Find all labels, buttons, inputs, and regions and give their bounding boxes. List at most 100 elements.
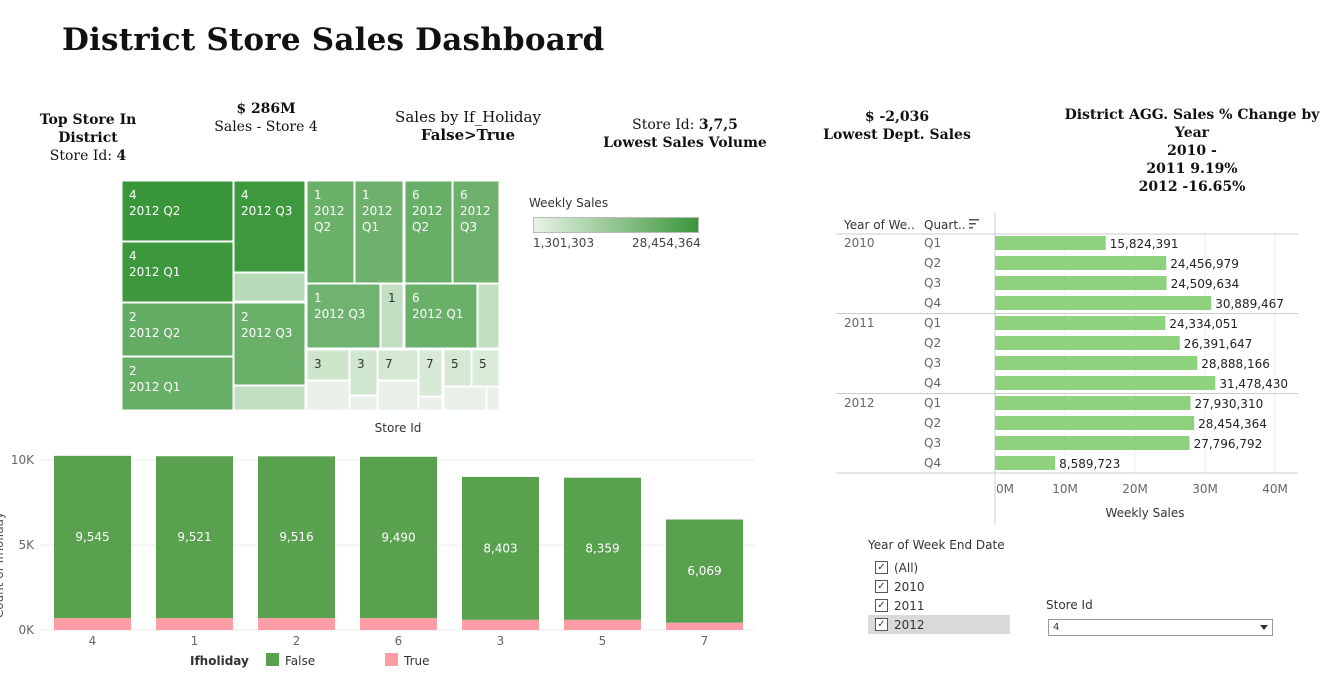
treemap-cell[interactable] — [477, 283, 500, 349]
bar[interactable] — [995, 296, 1212, 310]
treemap-cell[interactable] — [121, 241, 234, 303]
kpi-sales: $ 286M Sales - Store 4 — [196, 100, 336, 136]
bar-false[interactable] — [360, 456, 437, 619]
treemap-cell[interactable] — [349, 395, 378, 411]
bar[interactable] — [995, 356, 1198, 370]
bar[interactable] — [995, 236, 1106, 250]
treemap-cell[interactable] — [306, 180, 355, 284]
treemap-cell[interactable] — [233, 385, 306, 411]
bar-true[interactable] — [462, 619, 539, 630]
treemap-cell[interactable] — [306, 349, 350, 381]
treemap-cell[interactable] — [443, 349, 472, 387]
bar-false[interactable] — [666, 519, 743, 623]
treemap-cell[interactable] — [354, 180, 404, 284]
kpi-low-dept-value: $ -2,036 — [864, 109, 930, 125]
bar[interactable] — [995, 396, 1191, 410]
treemap-cell-label: 4 2012 Q1 — [129, 249, 180, 279]
treemap-cell[interactable] — [418, 396, 443, 411]
quarter-label: Q1 — [924, 316, 941, 330]
treemap-cell-label: 1 2012 Q2 — [314, 188, 345, 234]
bar-true[interactable] — [564, 619, 641, 630]
treemap-cell[interactable] — [121, 302, 234, 357]
kpi-pct-2010: 2010 - — [1167, 143, 1217, 159]
treemap-cell[interactable] — [418, 349, 443, 397]
bar-false[interactable] — [564, 477, 641, 620]
bar[interactable] — [995, 276, 1167, 290]
treemap-cell[interactable] — [377, 380, 419, 411]
checkbox-icon[interactable]: ✓ — [875, 561, 888, 574]
treemap-cell[interactable] — [121, 356, 234, 411]
year-filter-option-label: 2010 — [894, 579, 925, 594]
treemap-cell[interactable] — [404, 283, 478, 349]
y-tick-label: 5K — [18, 538, 35, 552]
treemap-cell[interactable] — [443, 386, 487, 411]
checkbox-icon[interactable]: ✓ — [875, 618, 888, 631]
treemap-cell[interactable] — [452, 180, 500, 284]
year-label: 2011 — [844, 316, 875, 330]
bar-true[interactable] — [666, 622, 743, 630]
sort-icon[interactable] — [969, 219, 979, 221]
bar-false[interactable] — [462, 476, 539, 620]
bar-value-label: 9,490 — [381, 530, 415, 544]
bar[interactable] — [995, 376, 1216, 390]
bar[interactable] — [995, 256, 1167, 270]
quarter-label: Q4 — [924, 456, 941, 470]
kpi-pct-change: District AGG. Sales % Change by Year 201… — [1050, 106, 1334, 196]
bar-value-label: 28,454,364 — [1198, 417, 1267, 431]
treemap-cell-label: 1 2012 Q1 — [362, 188, 393, 234]
treemap-cell[interactable] — [121, 180, 234, 242]
year-filter-option[interactable]: ✓ 2011 — [868, 596, 1010, 615]
treemap-cell[interactable] — [233, 272, 306, 302]
x-tick-label: 4 — [89, 634, 97, 648]
kpi-low-volume-stores: 3,7,5 — [698, 117, 738, 133]
bar[interactable] — [995, 336, 1180, 350]
bar-true[interactable] — [156, 618, 233, 630]
treemap-cell[interactable] — [471, 349, 500, 387]
kpi-pct-2012: 2012 -16.65% — [1138, 179, 1246, 195]
sort-icon[interactable] — [969, 227, 973, 229]
treemap-cell[interactable] — [404, 180, 453, 284]
x-tick-label: 6 — [395, 634, 403, 648]
x-tick-label: 2 — [293, 634, 301, 648]
treemap-cell[interactable] — [306, 380, 350, 411]
legend-swatch-false — [266, 653, 279, 666]
legend-swatch-true — [385, 653, 398, 666]
treemap-cell[interactable] — [349, 349, 378, 396]
treemap-cell-label: 5 — [479, 357, 487, 371]
year-filter-option[interactable]: ✓ 2012 — [868, 615, 1010, 634]
bar-value-label: 6,069 — [687, 564, 721, 578]
year-filter-option[interactable]: ✓ (All) — [868, 558, 1010, 577]
checkbox-icon[interactable]: ✓ — [875, 599, 888, 612]
year-label: 2010 — [844, 236, 875, 250]
bar-value-label: 9,516 — [279, 530, 313, 544]
year-filter-option-label: (All) — [894, 560, 919, 575]
bar-false[interactable] — [258, 456, 335, 619]
year-filter-option[interactable]: ✓ 2010 — [868, 577, 1010, 596]
treemap-cell[interactable] — [233, 302, 306, 386]
treemap-cell[interactable] — [486, 386, 500, 411]
sort-icon[interactable] — [969, 223, 976, 225]
treemap-cell[interactable] — [377, 349, 419, 381]
bar-false[interactable] — [156, 456, 233, 619]
x-tick-label: 5 — [599, 634, 607, 648]
quarter-label: Q4 — [924, 376, 941, 390]
bar[interactable] — [995, 456, 1056, 470]
bar-true[interactable] — [360, 618, 437, 630]
dashboard-title: District Store Sales Dashboard — [62, 22, 605, 58]
bar-false[interactable] — [54, 455, 131, 619]
bar-true[interactable] — [54, 618, 131, 630]
treemap-cell-label: 4 2012 Q2 — [129, 188, 180, 218]
bar[interactable] — [995, 316, 1166, 330]
bar-value-label: 27,796,792 — [1194, 437, 1263, 451]
bar[interactable] — [995, 436, 1190, 450]
checkbox-icon[interactable]: ✓ — [875, 580, 888, 593]
bar-true[interactable] — [258, 618, 335, 630]
treemap-cell[interactable] — [380, 283, 404, 349]
treemap-cell-label: 5 — [451, 357, 459, 371]
year-label: 2012 — [844, 396, 875, 410]
x-tick-label: 30M — [1192, 482, 1218, 496]
store-select-dropdown[interactable]: 4 — [1048, 619, 1273, 636]
treemap-cell[interactable] — [306, 283, 381, 349]
treemap-cell[interactable] — [233, 180, 306, 273]
bar[interactable] — [995, 416, 1195, 430]
